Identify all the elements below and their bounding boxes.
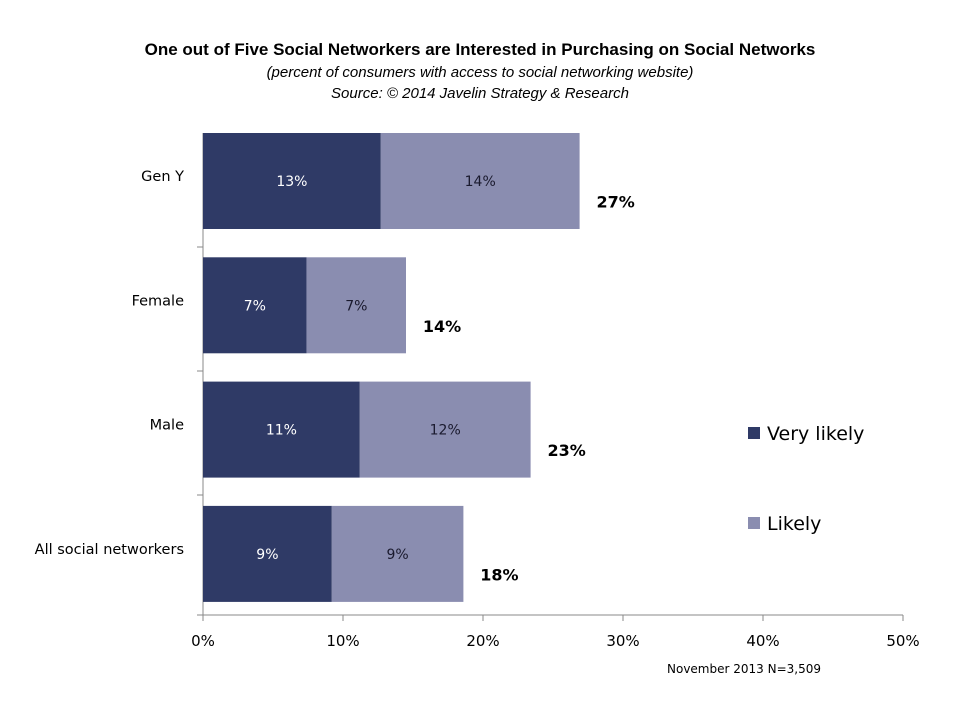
category-label: All social networkers [35, 542, 184, 558]
x-tick-label: 10% [326, 632, 359, 650]
legend-label: Likely [767, 513, 821, 535]
bar-very-likely [203, 257, 307, 354]
chart-title: One out of Five Social Networkers are In… [144, 40, 816, 59]
category-label: Gen Y [141, 169, 184, 185]
bar-value-label: 14% [465, 174, 496, 190]
bar-likely [380, 133, 580, 229]
x-tick-label: 40% [746, 632, 779, 650]
bar-likely [359, 381, 531, 478]
category-label: Male [150, 418, 184, 434]
bar-value-label: 9% [386, 547, 408, 563]
chart-subtitle: (percent of consumers with access to soc… [266, 64, 694, 81]
bar-value-label: 11% [266, 423, 297, 439]
bar-likely [331, 505, 464, 602]
bar-likely [306, 257, 406, 354]
footnote: November 2013 N=3,509 [667, 662, 821, 676]
bar-value-label: 9% [256, 547, 278, 563]
bar-very-likely [203, 133, 381, 229]
total-label: 18% [480, 565, 518, 584]
bar-very-likely [203, 505, 332, 602]
bar-value-label: 13% [276, 174, 307, 190]
legend-swatch [748, 427, 760, 439]
bar-value-label: 12% [430, 423, 461, 439]
legend-swatch [748, 517, 760, 529]
x-tick-label: 50% [886, 632, 919, 650]
x-tick-label: 30% [606, 632, 639, 650]
total-label: 23% [547, 441, 585, 460]
legend-label: Very likely [767, 423, 864, 445]
total-label: 27% [596, 193, 634, 212]
category-label: Female [132, 293, 185, 309]
x-tick-label: 20% [466, 632, 499, 650]
bar-value-label: 7% [244, 298, 266, 314]
bar-value-label: 7% [345, 298, 367, 314]
chart-source: Source: © 2014 Javelin Strategy & Resear… [331, 85, 629, 102]
total-label: 14% [423, 317, 461, 336]
x-tick-label: 0% [191, 632, 215, 650]
bar-very-likely [203, 381, 360, 478]
